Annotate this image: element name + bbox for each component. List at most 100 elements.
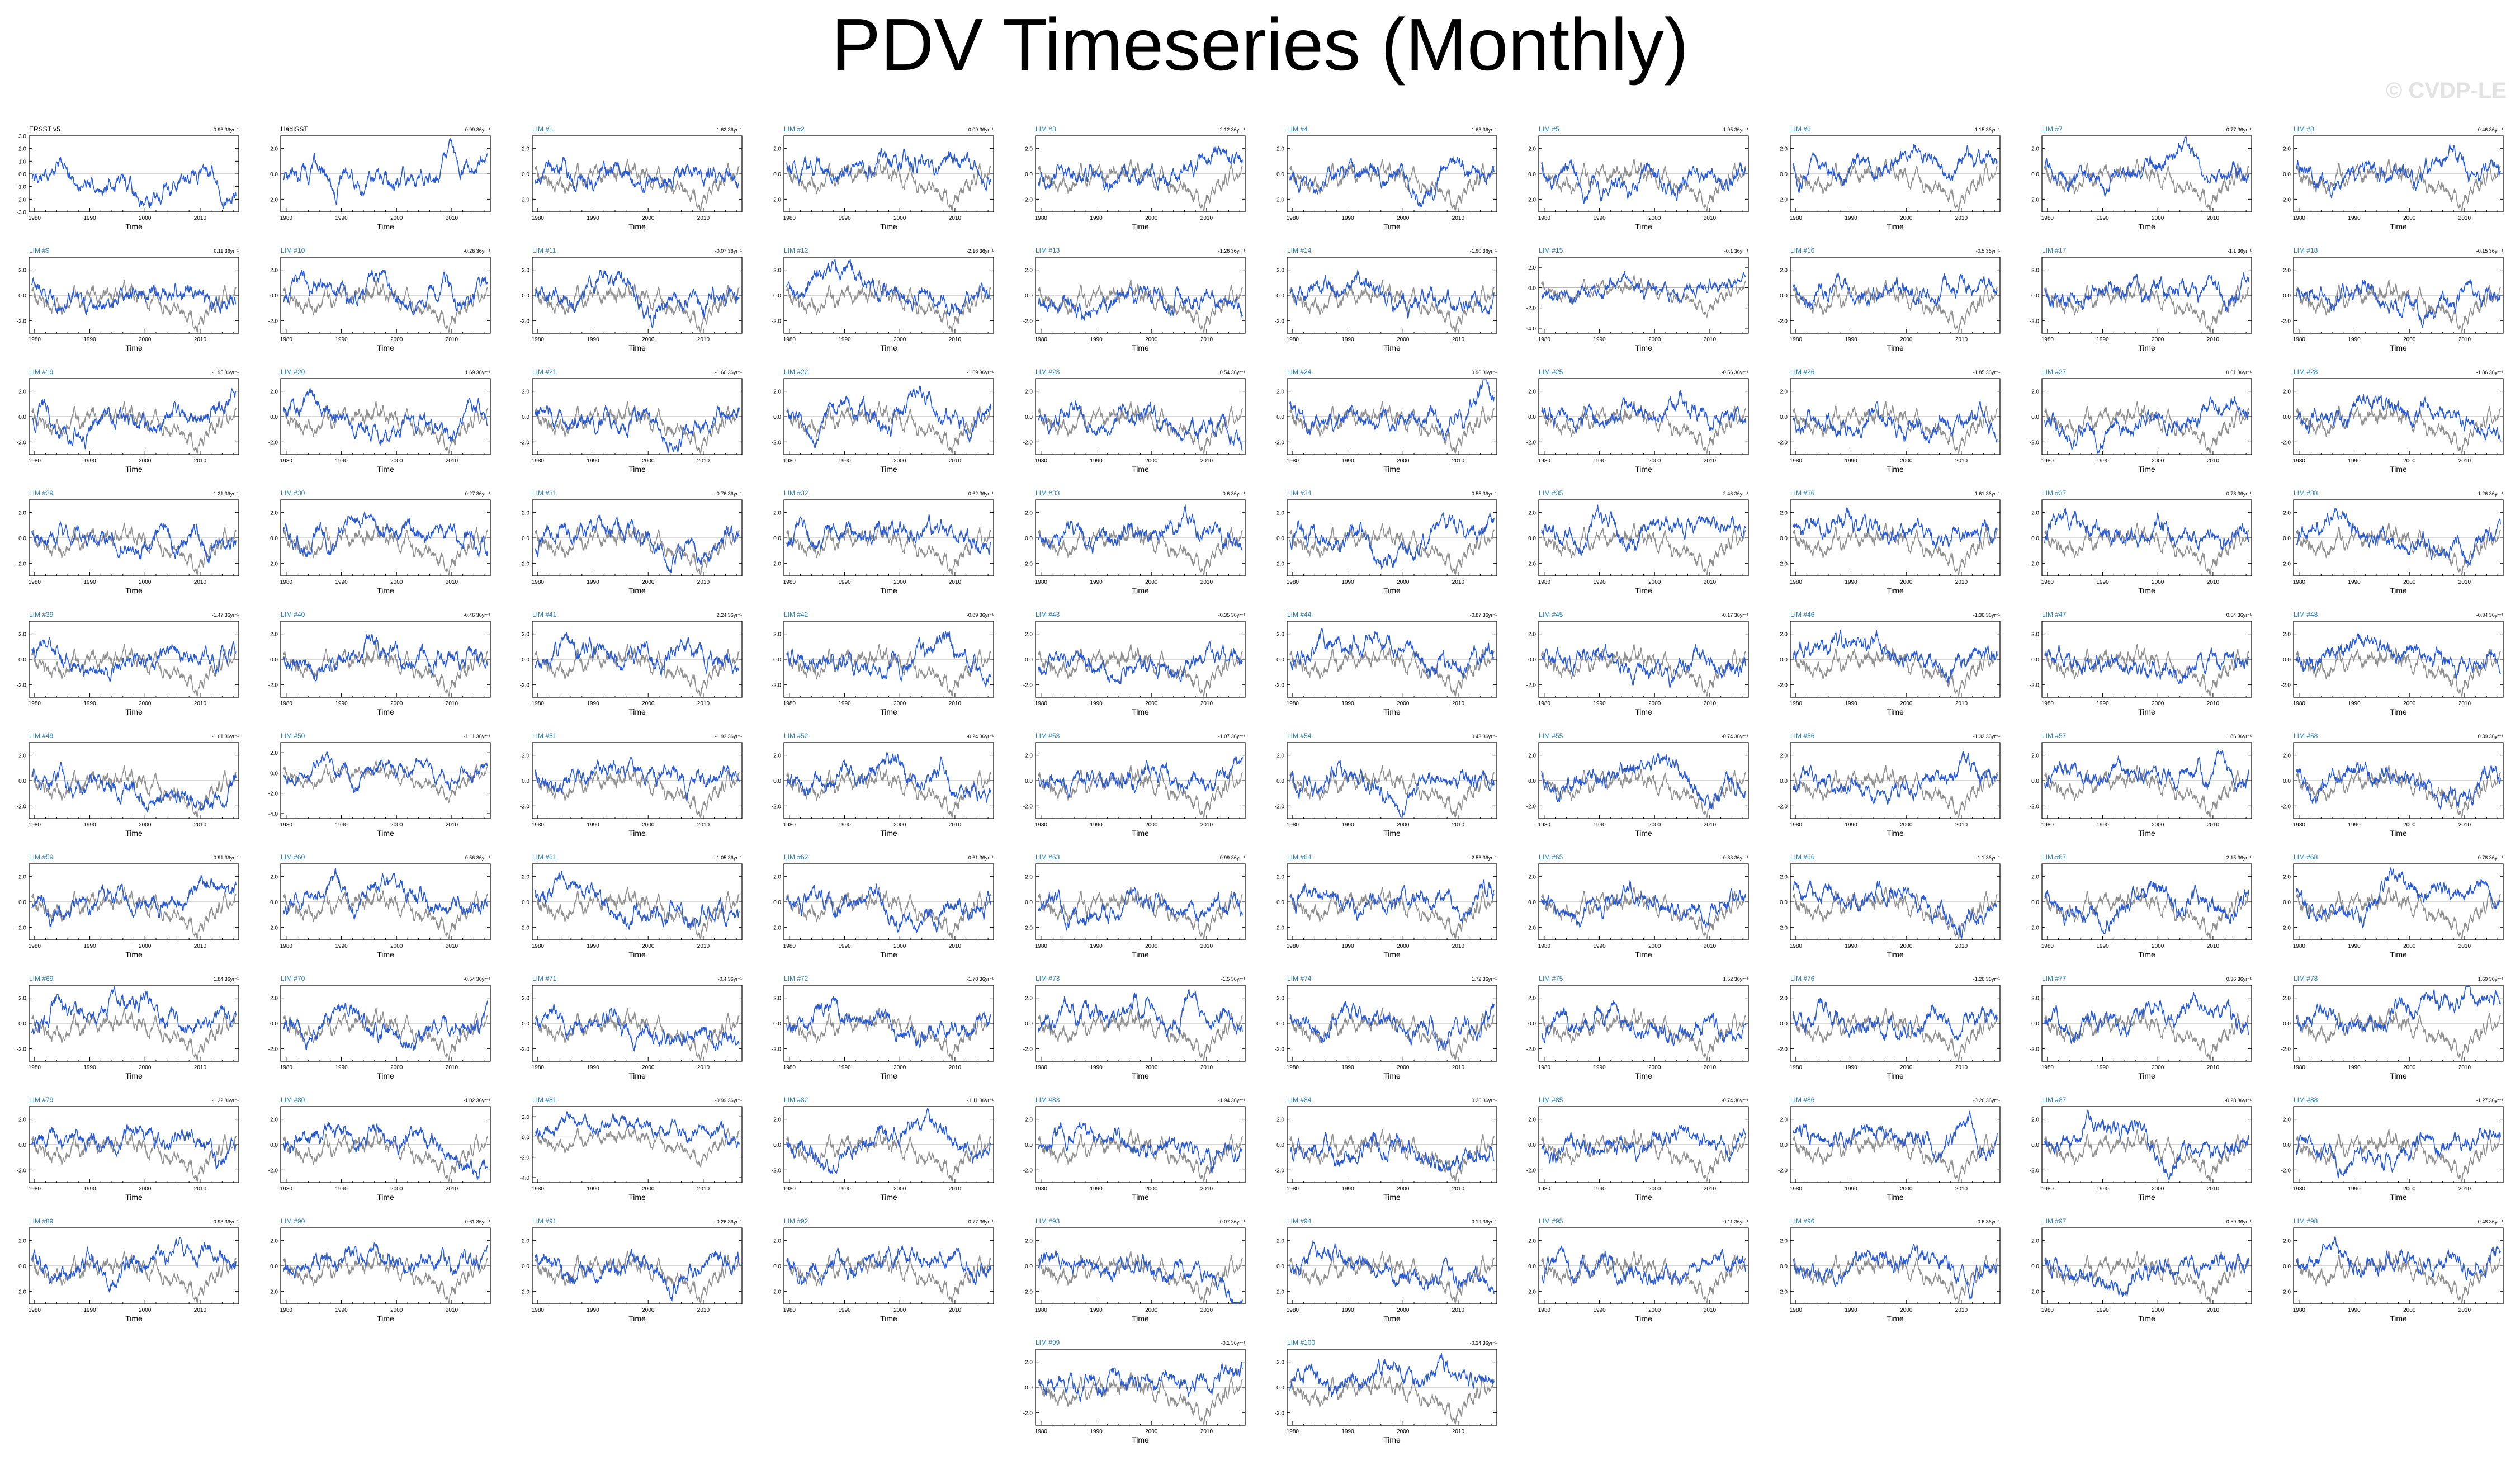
x-tick-label: 2000 xyxy=(390,943,403,949)
panel-title: LIM #15 xyxy=(1539,247,1563,254)
panel: LIM #51 -1.93 36yr⁻¹ 2.0 0.0 -2.0 1980 1990 200… xyxy=(520,732,743,838)
y-tick-label: 2.0 xyxy=(2283,268,2291,274)
x-axis-label: Time xyxy=(880,586,897,595)
ensemble-series-line xyxy=(283,1000,488,1051)
x-tick-label: 2010 xyxy=(1704,215,1717,221)
x-tick-label: 2000 xyxy=(642,1065,655,1071)
x-axis-label: Time xyxy=(1887,707,1904,716)
x-tick-label: 2010 xyxy=(1200,1186,1213,1192)
x-tick-label: 2010 xyxy=(2207,701,2220,707)
y-tick-label: -2.0 xyxy=(1275,1046,1285,1052)
x-tick-label: 2000 xyxy=(1397,1307,1410,1313)
y-tick-label: -2.0 xyxy=(17,1046,27,1052)
y-tick-label: 2.0 xyxy=(773,389,781,395)
y-tick-label: 0.0 xyxy=(1276,414,1284,420)
panel: LIM #97 -0.59 36yr⁻¹ 2.0 0.0 -2.0 1980 1990 200… xyxy=(2030,1217,2252,1323)
obs-series-line xyxy=(535,522,740,576)
y-tick-label: 2.0 xyxy=(773,1239,781,1245)
y-tick-label: 2.0 xyxy=(1528,1117,1536,1123)
y-tick-label: -2.0 xyxy=(1275,1289,1285,1295)
panel-title: LIM #57 xyxy=(2042,732,2067,740)
ensemble-series-line xyxy=(1541,644,1746,688)
y-tick-label: -2.0 xyxy=(2281,1168,2291,1174)
obs-series-line xyxy=(31,157,237,209)
x-tick-label: 1990 xyxy=(335,579,348,585)
panel-title: LIM #7 xyxy=(2042,125,2063,133)
x-tick-label: 2000 xyxy=(390,337,403,343)
x-tick-label: 2010 xyxy=(194,701,207,707)
x-tick-label: 1980 xyxy=(532,701,545,707)
x-tick-label: 1990 xyxy=(2096,943,2109,949)
panel-title: LIM #21 xyxy=(532,368,557,376)
y-tick-label: 2.0 xyxy=(2031,146,2039,153)
obs-series-line xyxy=(2296,280,2501,334)
x-axis-label: Time xyxy=(1132,465,1149,474)
panel: LIM #96 -0.6 36yr⁻¹ 2.0 0.0 -2.0 1980 1990 2000… xyxy=(1778,1217,2001,1323)
x-tick-label: 1990 xyxy=(1593,701,1606,707)
x-tick-label: 2000 xyxy=(893,1065,906,1071)
panel: LIM #73 -1.5 36yr⁻¹ 2.0 0.0 -2.0 1980 1990 2000… xyxy=(1023,975,1246,1080)
y-tick-label: -2.0 xyxy=(2030,803,2040,810)
panel-trend: -1.26 36yr⁻¹ xyxy=(1218,248,1245,254)
panel-trend: -1.47 36yr⁻¹ xyxy=(212,612,239,618)
obs-series-line xyxy=(2296,401,2501,455)
x-tick-label: 2010 xyxy=(2458,822,2471,828)
x-axis-label: Time xyxy=(377,222,394,231)
panel: ERSST v5 -0.96 36yr⁻¹ 3.0 2.0 1.0 0.0 -1.0 -2.0… xyxy=(17,125,239,231)
x-tick-label: 1980 xyxy=(2041,215,2054,221)
ensemble-series-line xyxy=(31,762,237,813)
x-axis-label: Time xyxy=(628,1071,646,1080)
y-tick-label: 2.0 xyxy=(270,750,278,757)
ensemble-series-line xyxy=(1793,506,1998,549)
x-tick-label: 2010 xyxy=(1452,1429,1465,1435)
obs-series-line xyxy=(1541,886,1746,940)
x-tick-label: 1990 xyxy=(1341,337,1354,343)
panel-trend: -1.95 36yr⁻¹ xyxy=(212,370,239,375)
panel: LIM #82 -1.11 36yr⁻¹ 2.0 0.0 -2.0 1980 1990 200… xyxy=(772,1096,994,1202)
panel-title: LIM #6 xyxy=(1790,125,1811,133)
y-tick-label: 0.0 xyxy=(1025,778,1033,784)
obs-series-line xyxy=(1038,765,1243,819)
x-axis-label: Time xyxy=(1635,707,1652,716)
y-tick-label: 0.0 xyxy=(1276,293,1284,299)
y-tick-label: 0.0 xyxy=(1276,1021,1284,1027)
y-tick-label: 2.0 xyxy=(522,1114,529,1121)
ensemble-series-line xyxy=(2296,393,2501,442)
x-tick-label: 1980 xyxy=(1287,1429,1299,1435)
panel-title: LIM #47 xyxy=(2042,611,2067,618)
x-tick-label: 2000 xyxy=(2403,458,2416,464)
obs-series-line xyxy=(1038,1008,1243,1062)
x-tick-label: 1990 xyxy=(587,458,599,464)
ensemble-series-line xyxy=(1038,1250,1243,1303)
panel-trend: -0.76 36yr⁻¹ xyxy=(715,491,742,497)
x-tick-label: 2000 xyxy=(139,822,152,828)
y-tick-label: 2.0 xyxy=(1528,265,1536,271)
x-axis-label: Time xyxy=(125,1071,143,1080)
x-tick-label: 1980 xyxy=(1538,1307,1551,1313)
x-tick-label: 1990 xyxy=(2096,1065,2109,1071)
x-axis-label: Time xyxy=(377,1193,394,1202)
obs-series-line xyxy=(786,158,991,212)
panel-trend: -0.33 36yr⁻¹ xyxy=(1722,855,1748,861)
x-tick-label: 1980 xyxy=(29,1307,41,1313)
y-tick-label: -2.0 xyxy=(772,1168,782,1174)
x-tick-label: 2000 xyxy=(139,579,152,585)
obs-series-line xyxy=(31,765,237,819)
ensemble-series-line xyxy=(31,277,237,316)
x-tick-label: 2010 xyxy=(1955,1307,1968,1313)
panel-trend: 0.61 36yr⁻¹ xyxy=(968,855,994,861)
x-tick-label: 1990 xyxy=(587,1065,599,1071)
y-tick-label: 2.0 xyxy=(18,268,26,274)
panel: LIM #64 -2.56 36yr⁻¹ 2.0 0.0 -2.0 1980 1990 200… xyxy=(1275,853,1497,959)
x-tick-label: 1980 xyxy=(2293,1307,2306,1313)
y-tick-label: 0.0 xyxy=(18,414,26,420)
panel-title: LIM #44 xyxy=(1287,611,1312,618)
x-tick-label: 2010 xyxy=(194,1307,207,1313)
y-tick-label: 2.0 xyxy=(1276,511,1284,517)
x-tick-label: 1990 xyxy=(1341,458,1354,464)
obs-series-line xyxy=(283,401,488,455)
y-tick-label: 0.0 xyxy=(773,1142,781,1148)
x-axis-label: Time xyxy=(1383,1435,1401,1444)
